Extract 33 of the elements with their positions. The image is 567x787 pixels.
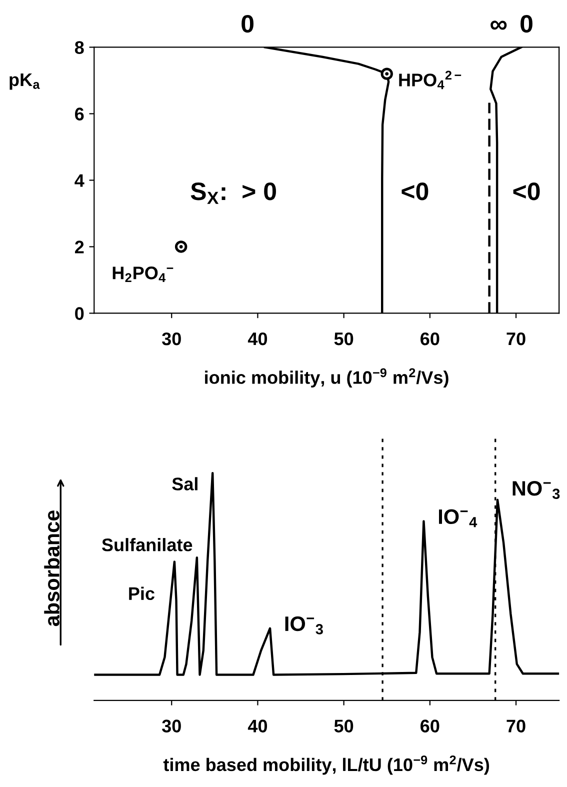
y-tick-label: 6 [75,108,84,120]
y-tick-label: 0 [75,307,84,320]
text: ∞ [490,20,507,30]
x-tick-label: 70 [506,332,526,346]
x-tick-label: 30 [162,332,181,346]
x-tick-label: 60 [420,332,440,346]
text: 0 [520,14,532,33]
x-axis-title: ionic mobility, u (10$^{−9}$ m$^{2}$/Vs) [205,368,448,388]
y-tick-label: 4 [74,174,84,187]
text: 0 [242,14,254,33]
x-tick-label: 40 [248,720,268,732]
annotation: NO$^{−}$$_{3}$ [512,480,560,499]
y-tick-label: 2 [74,240,84,254]
x-tick-label: 40 [248,332,268,346]
annotation: Sulfanilate [102,538,192,552]
y-axis-title: absorbance [44,510,60,626]
x-tick-label: 30 [162,720,181,732]
annotation: Pic [129,586,154,600]
annotation: IO$^{−}$$_{4}$ [438,509,478,528]
annotation: Sal [172,477,198,490]
annotation: HPO$_{4}$$^{2−}$ [399,70,462,90]
x-tick-label: 50 [334,720,354,732]
x-tick-label: 70 [506,720,526,732]
annotation: <0 [513,182,540,200]
x-tick-label: 50 [334,332,354,346]
annotation: <0 [402,182,428,200]
annotation: H$_{2}$PO$_{4}$$^{−}$ [112,266,174,282]
y-axis-title: pK$_{a}$ [10,74,40,90]
x-tick-label: 60 [420,720,440,732]
x-axis-title: time based mobility, lL/tU (10$^{−9}$ m$^{2}$/Vs) [163,755,490,775]
annotation: IO$^{−}$$_{3}$ [285,616,323,634]
y-tick-label: 8 [74,41,84,54]
annotation: S$_{X}$: > 0 [190,182,276,204]
